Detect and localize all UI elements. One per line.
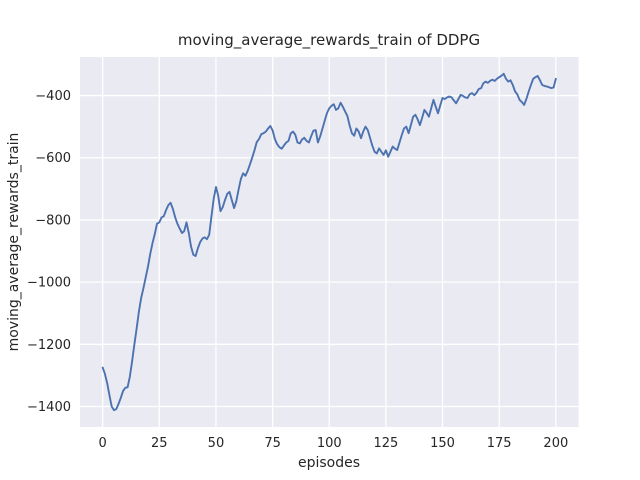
y-tick-label: −1400	[27, 400, 71, 415]
x-tick-label: 125	[373, 436, 398, 451]
x-tick-label: 175	[487, 436, 512, 451]
y-axis-label: moving_average_rewards_train	[6, 133, 22, 352]
y-tick-label: −1200	[27, 338, 71, 353]
x-tick-label: 50	[208, 436, 225, 451]
x-tick-label: 75	[264, 436, 281, 451]
x-tick-label: 150	[430, 436, 455, 451]
y-tick-label: −400	[35, 89, 71, 104]
x-axis-label: episodes	[298, 455, 360, 471]
data-line	[101, 72, 557, 412]
tick-layer: 0 25 50 75 100 125 150 175 200 −400 −600 −800 −1000 −…	[27, 89, 568, 451]
y-tick-label: −1000	[27, 276, 71, 291]
x-tick-label: 25	[151, 436, 168, 451]
y-tick-label: −800	[35, 213, 71, 228]
y-tick-label: −600	[35, 151, 71, 166]
chart-title: moving_average_rewards_train of DDPG	[178, 31, 480, 50]
x-tick-label: 100	[317, 436, 342, 451]
x-tick-label: 200	[543, 436, 568, 451]
plot-layer	[80, 57, 579, 427]
x-tick-label: 0	[99, 436, 107, 451]
